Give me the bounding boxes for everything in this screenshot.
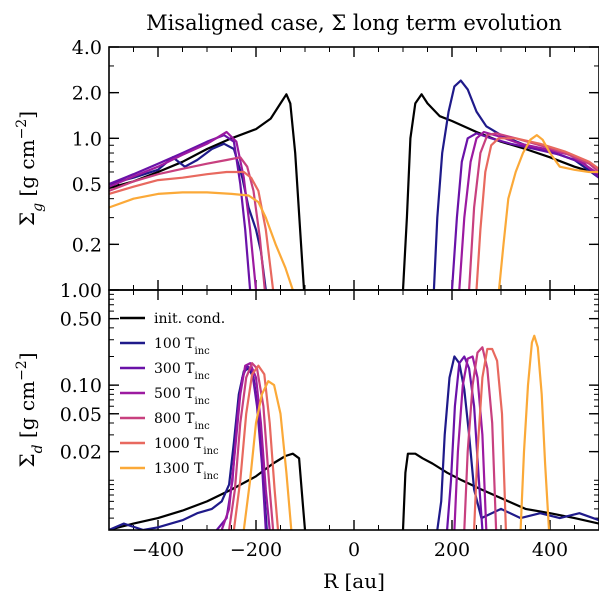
ylabel-exp: −2 — [14, 119, 30, 140]
series-line — [475, 137, 599, 290]
series-line — [401, 452, 599, 530]
ylabel-end: ] — [15, 352, 39, 360]
panel-dust: 1.00 0.50 0.10 0.05 0.02 Σd [g cm−2] — [14, 280, 599, 531]
series-line — [232, 364, 280, 530]
series-line — [109, 191, 294, 290]
x-tick-label: 400 — [532, 539, 568, 561]
legend: init. cond. 100 Tinc 300 Tinc 500 Tinc 800 T… — [120, 311, 225, 482]
y-tick-label: 0.10 — [60, 375, 102, 397]
y-tick-label: 0.02 — [60, 442, 102, 464]
panel-gas: 4.0 2.0 1.0 0.5 0.2 Σg [g cm−2] — [14, 37, 599, 291]
series-line — [242, 380, 293, 530]
y-tick-label: 1.0 — [72, 128, 102, 150]
y-axis-title: Σd [g cm−2] — [14, 352, 46, 467]
x-tick-label: −200 — [230, 539, 282, 561]
ylabel-unit: [g cm — [15, 381, 39, 445]
legend-label: 1000 Tinc — [154, 436, 219, 457]
ylabel-exp: −2 — [14, 360, 30, 381]
series-line — [463, 346, 498, 530]
ylabel-sub: d — [30, 444, 46, 453]
y-tick-label: 4.0 — [72, 37, 102, 59]
legend-label: 500 Tinc — [154, 386, 210, 407]
series-line — [109, 134, 252, 290]
series-line — [519, 334, 551, 530]
series-line — [468, 132, 599, 290]
legend-label: 100 Tinc — [154, 336, 210, 357]
series-line — [450, 132, 599, 290]
series-line — [109, 130, 258, 290]
series-line — [497, 134, 599, 290]
series-line — [220, 362, 271, 530]
series-line — [228, 362, 275, 530]
x-axis-title: R [au] — [323, 569, 385, 593]
series-line — [109, 93, 306, 290]
ylabel-main: Σ — [15, 453, 39, 467]
x-tick-label: 200 — [434, 539, 470, 561]
y-axis-title: Σg [g cm−2] — [14, 111, 46, 226]
plot-frame — [108, 289, 599, 531]
y-tick-label: 0.05 — [60, 404, 102, 426]
series-line — [453, 355, 488, 530]
series-line — [109, 452, 307, 530]
legend-label: 800 Tinc — [154, 411, 210, 432]
x-tick-label: −400 — [132, 539, 184, 561]
y-tick-label: 1.00 — [60, 280, 102, 302]
series-line — [436, 355, 599, 530]
series-line — [109, 142, 267, 290]
series-lines — [109, 334, 599, 530]
y-tick-label: 2.0 — [72, 83, 102, 105]
legend-label: 300 Tinc — [154, 361, 210, 382]
series-lines — [109, 79, 599, 290]
ylabel-end: ] — [15, 111, 39, 119]
y-tick-label: 0.5 — [72, 174, 102, 196]
x-tick-label: 0 — [348, 539, 360, 561]
legend-label: 1300 Tinc — [154, 461, 219, 482]
series-line — [473, 347, 507, 530]
legend-label: init. cond. — [154, 311, 225, 327]
series-line — [109, 170, 275, 290]
y-tick-label: 0.2 — [72, 234, 102, 256]
ylabel-unit: [g cm — [15, 139, 39, 203]
y-tick-label: 0.50 — [60, 309, 102, 331]
chart-title: Misaligned case, Σ long term evolution — [146, 11, 562, 35]
ylabel-sub: g — [30, 203, 46, 212]
series-line — [109, 156, 266, 290]
ylabel-main: Σ — [15, 212, 39, 226]
series-line — [401, 93, 599, 290]
x-tick-labels: −400 −200 0 200 400 — [132, 539, 568, 561]
